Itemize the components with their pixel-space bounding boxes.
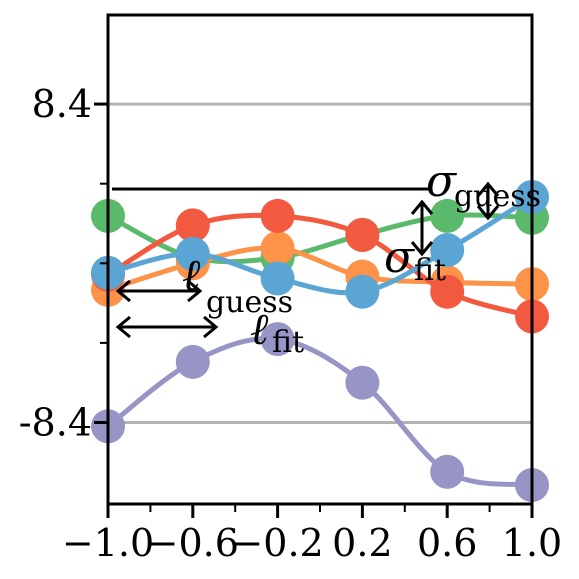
x-tick-label-1: −0.6 xyxy=(147,521,239,565)
series-4-point-3 xyxy=(345,365,380,400)
series-4-point-2 xyxy=(260,322,295,357)
x-tick-label-3: 0.2 xyxy=(332,521,392,565)
ell-fit-arrowheads xyxy=(115,315,219,339)
series-0-point-4 xyxy=(430,198,465,233)
x-tick-label-2: −0.2 xyxy=(231,521,323,565)
ell-guess-label-subscript: guess xyxy=(206,285,293,320)
sigma-fit-label-subscript: fit xyxy=(414,253,446,288)
series-2-point-1 xyxy=(175,208,210,243)
ell-guess-arrowheads xyxy=(115,279,203,303)
series-4 xyxy=(91,322,549,503)
series-1-point-2 xyxy=(260,231,295,266)
series-2-point-3 xyxy=(345,217,380,252)
x-tick-label-0: −1.0 xyxy=(62,521,154,565)
series-3-point-4 xyxy=(430,233,465,268)
sigma-guess-arrowheads xyxy=(476,181,500,221)
series-3-point-1 xyxy=(175,236,210,271)
series-4-point-4 xyxy=(430,454,465,489)
sigma-guess-label-subscript: guess xyxy=(454,179,541,214)
sigma-fit-arrowheads xyxy=(410,199,434,257)
series-layer xyxy=(91,179,549,503)
series-2-point-2 xyxy=(260,198,295,233)
y-tick-label-0: 8.4 xyxy=(32,82,92,126)
ell-fit-label-subscript: fit xyxy=(272,325,304,360)
series-3-point-3 xyxy=(345,274,380,309)
x-tick-label-5: 1.0 xyxy=(502,521,562,565)
ticks-layer: −1.0−0.6−0.2 0.2 0.6 1.0 8.4 -8.4 xyxy=(19,82,563,565)
x-tick-label-4: 0.6 xyxy=(417,521,477,565)
ell-fit-label-symbol: ℓ xyxy=(250,304,269,355)
series-2-point-4 xyxy=(430,274,465,309)
sigma-fit-label-symbol: σ xyxy=(384,232,416,283)
series-4-point-1 xyxy=(175,344,210,379)
gridlines xyxy=(108,102,532,424)
series-3-point-2 xyxy=(260,261,295,296)
sigma-guess-label-symbol: σ xyxy=(426,156,458,207)
ell-guess-label-symbol: ℓ xyxy=(182,250,201,301)
y-tick-label-1: -8.4 xyxy=(19,401,92,445)
